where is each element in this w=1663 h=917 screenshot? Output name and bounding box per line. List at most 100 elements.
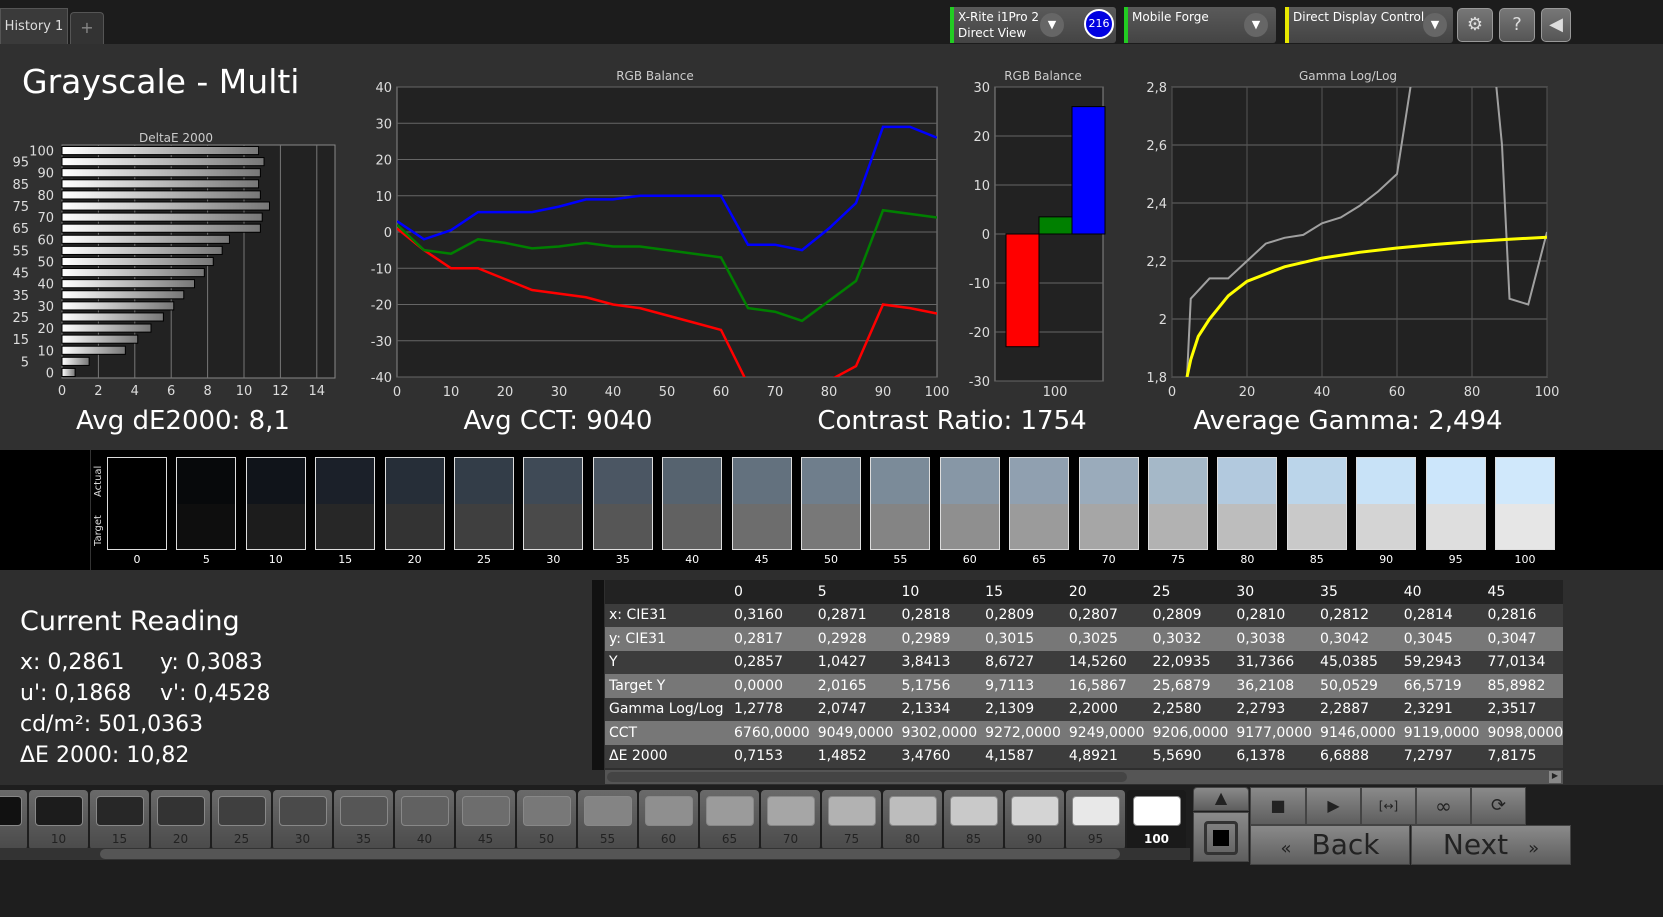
patch-button[interactable]: 85 [944,790,1003,850]
display-selector[interactable]: Direct Display Control ▼ [1285,7,1453,43]
table-row[interactable]: CCT 6760,0000 9049,0000 9302,0000 9272,0000 9… [605,721,1563,745]
scroll-right-icon[interactable]: ▶ [1549,771,1561,783]
table-cell: 36,2108 [1236,677,1295,694]
y-tick-label: 60 [37,233,54,248]
swatch-label: 85 [1309,553,1324,566]
delta-e-bar [61,201,270,211]
patch-button[interactable]: 10 [29,790,88,850]
table-cell: 45,0385 [1320,654,1378,671]
range-button[interactable]: [↔] [1361,787,1416,825]
y-tick-label: 30 [37,300,54,315]
row-label: y: CIE31 [609,630,666,647]
patch-button[interactable]: 60 [639,790,698,850]
table-row[interactable]: Gamma Log/Log 1,2778 2,0747 2,1334 2,1309 2,2… [605,697,1563,721]
patch-color [1071,796,1120,826]
next-button[interactable]: Next » [1411,825,1571,865]
delta-e-bar [61,190,261,200]
rgb-balance-line [397,125,937,252]
patch-button[interactable]: 90 [1005,790,1064,850]
table-row[interactable]: Target Y 0,0000 2,0165 5,1756 9,7113 16,5867 2… [605,674,1563,698]
column-header: 35 [1320,583,1338,600]
swatch-label: 75 [1171,553,1185,566]
stop-pattern-button[interactable] [1193,812,1249,862]
patch-label: 70 [782,832,799,846]
patch-button[interactable]: 55 [578,790,637,850]
scrollbar-thumb[interactable] [100,849,1120,859]
table-cell: 4,8921 [1068,748,1118,765]
swatch-label: 5 [202,553,210,566]
patch-button[interactable]: 70 [761,790,820,850]
stop-measure-button[interactable]: ■ [1250,787,1306,825]
meter-selector[interactable]: X-Rite i1Pro 2 Direct View ▼ 216 [950,7,1116,43]
patch-label: 40 [416,832,433,846]
table-row[interactable]: y: CIE31 0,2817 0,2928 0,2989 0,3015 0,3025 0,… [605,627,1563,651]
table-row[interactable]: x: CIE31 0,3160 0,2871 0,2818 0,2809 0,2807 0,… [605,603,1563,627]
patch-button[interactable]: 65 [700,790,759,850]
table-cell: 2,2793 [1236,701,1286,718]
patch-button[interactable]: 50 [517,790,576,850]
pattern-generator-selector[interactable]: Mobile Forge ▼ [1124,7,1276,43]
column-header: 45 [1487,583,1506,600]
grayscale-swatch [176,457,237,550]
chevron-down-icon[interactable]: ▼ [1244,13,1268,37]
tab-history-1[interactable]: History 1 [0,8,68,44]
target-color [593,503,652,549]
actual-color [1149,458,1207,504]
patch-button[interactable] [0,790,27,850]
target-color [108,503,166,549]
target-color [802,503,860,549]
continuous-button[interactable]: ∞ [1416,787,1471,825]
target-color [871,503,930,549]
y-tick-label: 70 [37,211,54,226]
patch-button[interactable]: 30 [273,790,332,850]
page-title: Grayscale - Multi [22,62,300,101]
table-horizontal-scrollbar[interactable]: ▶ [605,770,1563,784]
table-cell: 0,2871 [817,607,867,624]
grayscale-swatch [1356,457,1417,550]
patch-button[interactable]: 95 [1066,790,1125,850]
gear-icon: ⚙ [1466,14,1484,35]
scrollbar-thumb[interactable] [607,772,1127,782]
chevron-down-icon[interactable]: ▼ [1040,13,1064,37]
refresh-button[interactable]: ⟳ [1471,787,1526,825]
reading-u-prime: u': 0,1868 [20,681,132,706]
target-color [316,503,375,549]
swatch-label: 10 [268,553,283,566]
patch-bar-scrollbar[interactable] [0,848,1190,860]
patch-button[interactable]: 80 [883,790,942,850]
patch-up-button[interactable]: ▲ [1193,787,1249,811]
generator-status-indicator [1124,7,1128,43]
add-tab-button[interactable]: + [70,12,104,44]
bracket-range-icon: [↔] [1378,799,1399,813]
table-cell: 2,0165 [817,677,867,694]
y-tick-label: 85 [12,178,29,193]
swatch-label: 65 [1032,553,1047,566]
patch-button[interactable]: 15 [90,790,149,850]
table-row[interactable]: ΔE 2000 0,7153 1,4852 3,4760 4,1587 4,8921 5,5… [605,744,1563,768]
patch-button[interactable]: 25 [212,790,271,850]
measure-button[interactable]: ▶ [1306,787,1361,825]
row-label: ΔE 2000 [609,748,668,765]
swatch-label: 80 [1240,553,1255,566]
swatch-label: 15 [338,553,353,566]
meter-mode: Direct View [958,26,1027,40]
help-button[interactable]: ? [1499,8,1535,42]
patch-button[interactable]: 35 [334,790,393,850]
patch-button[interactable]: 100 [1127,790,1186,850]
y-tick-label: 30 [375,117,392,132]
back-button[interactable]: « Back [1250,825,1410,865]
table-cell: 5,1756 [901,677,951,694]
patch-button[interactable]: 40 [395,790,454,850]
chevron-down-icon[interactable]: ▼ [1423,13,1447,37]
patch-button[interactable]: 20 [151,790,210,850]
table-row[interactable]: Y 0,2857 1,0427 3,8413 8,6727 14,5260 22,0935 3… [605,650,1563,674]
settings-button[interactable]: ⚙ [1457,8,1493,42]
reading-y: y: 0,3083 [160,650,263,675]
chevron-left-icon: ◀ [1549,14,1563,35]
y-tick-label: 5 [21,355,29,370]
collapse-button[interactable]: ◀ [1541,8,1571,42]
actual-color [593,458,652,504]
patch-button[interactable]: 75 [822,790,881,850]
patch-button[interactable]: 45 [456,790,515,850]
actual-color [1079,458,1138,504]
